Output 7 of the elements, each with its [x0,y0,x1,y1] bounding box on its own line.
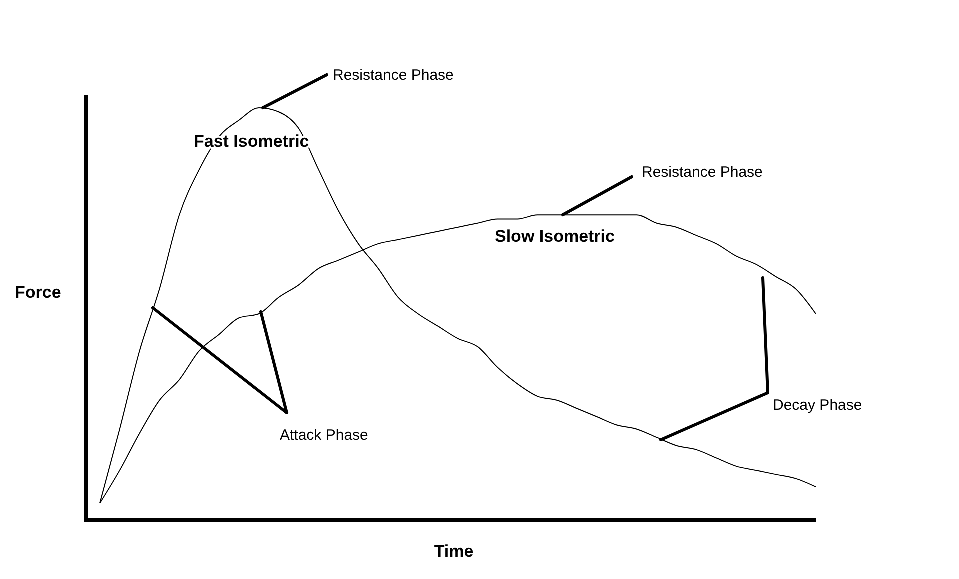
y-axis-title: Force [15,283,62,302]
text: Resistance Phase [333,67,454,84]
x-axis-title: Time [434,542,474,561]
annotation: Decay Phase [773,397,862,414]
annotation: Attack Phase [280,427,368,444]
annotation: Resistance Phase [642,164,763,181]
legend-label: Slow Isometric [495,227,615,246]
